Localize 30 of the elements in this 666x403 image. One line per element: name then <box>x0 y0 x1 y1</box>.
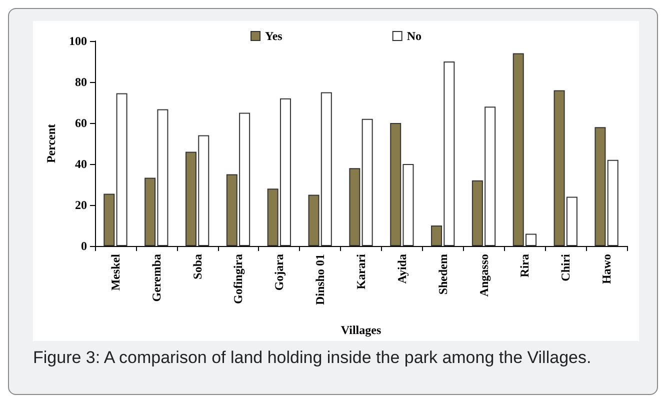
x-tick-label: Karari <box>354 253 368 290</box>
caption: Figure 3: A comparison of land holding inside the park among the Villages. <box>33 347 592 368</box>
x-tick-label: Dinsho 01 <box>313 254 328 306</box>
legend-label: No <box>406 29 422 43</box>
x-tick-label: Geremba <box>149 254 164 302</box>
x-tick-label: Soba <box>190 254 204 280</box>
y-tick-label: 100 <box>69 34 87 48</box>
bar <box>349 168 360 246</box>
bar <box>594 127 606 246</box>
y-tick-label: 20 <box>75 198 87 212</box>
x-tick-label: Rira <box>518 254 532 278</box>
x-tick-label: Gojara <box>272 254 286 291</box>
bar <box>104 194 115 246</box>
bar <box>607 160 618 246</box>
y-tick-label: 40 <box>75 157 87 171</box>
y-tick-label: 0 <box>81 239 87 253</box>
y-axis-title: Percent <box>44 124 58 164</box>
x-tick-label: Shedem <box>436 254 450 295</box>
y-tick-label: 60 <box>75 116 87 130</box>
x-axis-title: Villages <box>340 323 382 337</box>
bar <box>362 118 373 246</box>
legend-label: Yes <box>265 29 283 43</box>
x-tick-label: Angasso <box>476 254 491 297</box>
x-tick-label: Chiri <box>558 253 573 282</box>
bar <box>116 93 128 246</box>
y-tick-label: 80 <box>75 75 87 89</box>
x-tick-label: Hawo <box>600 254 614 284</box>
x-tick-label: Ayida <box>394 254 409 284</box>
x-tick-label: Meskel <box>108 253 122 291</box>
x-tick-label: Gofingira <box>231 254 246 304</box>
